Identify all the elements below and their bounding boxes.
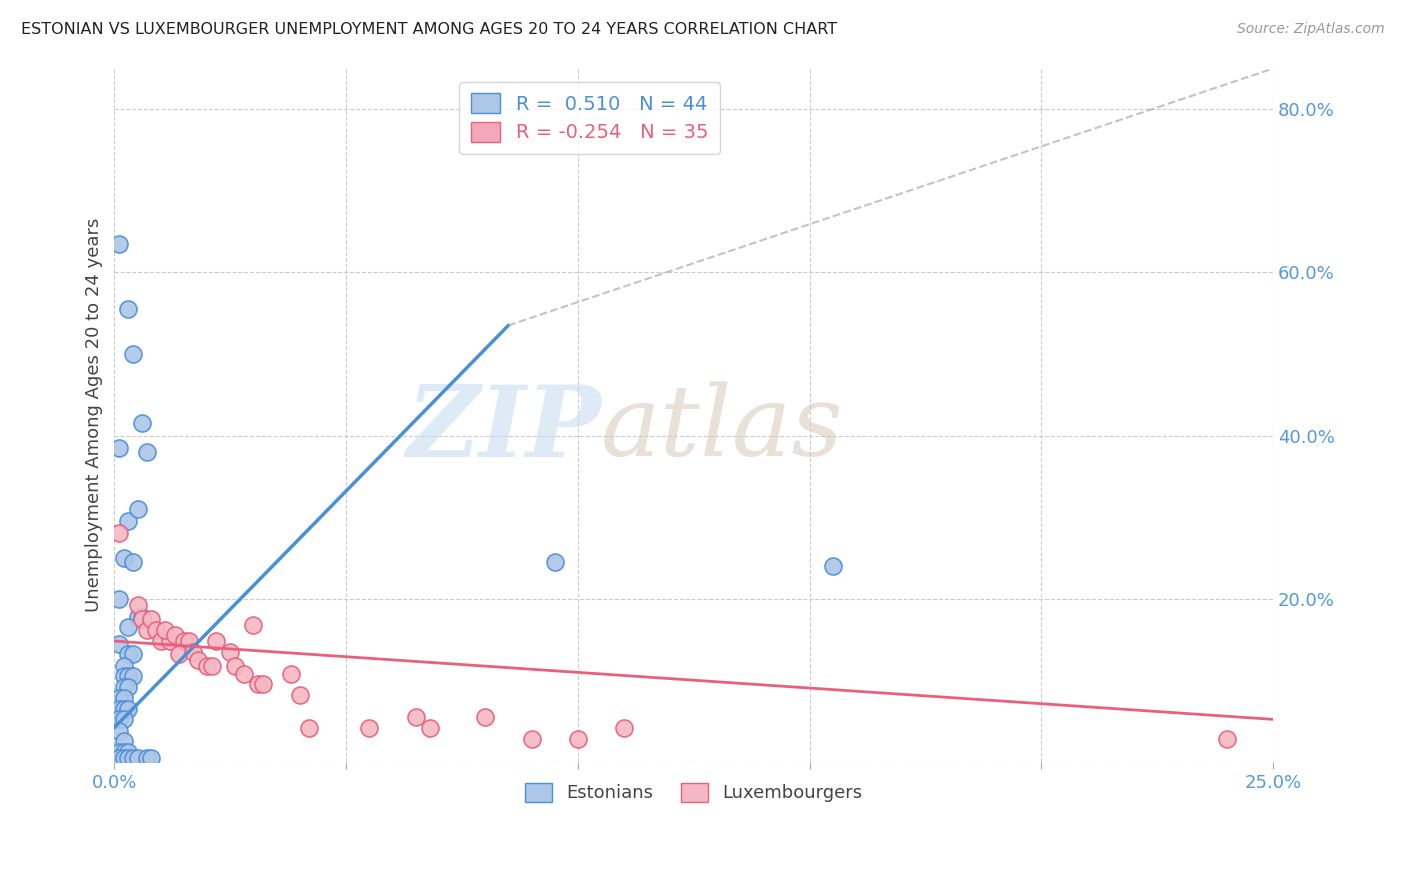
Point (131, 612, 153, 626)
Point (520, 731, 543, 746)
Point (112, 712, 135, 726)
Point (112, 691, 135, 706)
Point (112, 745, 135, 759)
Y-axis label: Unemployment Among Ages 20 to 24 years: Unemployment Among Ages 20 to 24 years (86, 218, 103, 612)
Point (288, 688, 311, 702)
Point (613, 721, 636, 735)
Point (169, 647, 191, 661)
Point (108, 691, 131, 706)
Point (108, 712, 131, 726)
Point (405, 710, 427, 724)
Point (135, 445, 157, 459)
Point (117, 680, 139, 694)
Point (122, 647, 145, 661)
Text: ESTONIAN VS LUXEMBOURGER UNEMPLOYMENT AMONG AGES 20 TO 24 YEARS CORRELATION CHAR: ESTONIAN VS LUXEMBOURGER UNEMPLOYMENT AM… (21, 22, 837, 37)
Point (117, 702, 139, 716)
Point (108, 591, 131, 606)
Point (108, 236, 131, 251)
Point (567, 731, 589, 746)
Point (163, 628, 186, 642)
Point (117, 750, 139, 764)
Point (112, 658, 135, 673)
Point (112, 669, 135, 683)
Point (122, 555, 145, 569)
Point (122, 750, 145, 764)
Point (359, 721, 381, 735)
Point (159, 634, 181, 648)
Legend: Estonians, Luxembourgers: Estonians, Luxembourgers (512, 771, 875, 815)
Point (122, 347, 145, 361)
Text: ZIP: ZIP (406, 381, 600, 477)
Point (135, 750, 157, 764)
Point (233, 666, 256, 681)
Text: Source: ZipAtlas.com: Source: ZipAtlas.com (1237, 22, 1385, 37)
Point (201, 658, 224, 673)
Point (108, 750, 131, 764)
Point (181, 645, 204, 659)
Point (821, 559, 844, 574)
Point (108, 441, 131, 455)
Point (224, 658, 246, 673)
Point (112, 750, 135, 764)
Point (117, 745, 139, 759)
Point (127, 598, 149, 612)
Point (195, 658, 218, 673)
Point (117, 302, 139, 317)
Point (149, 634, 172, 648)
Point (117, 620, 139, 634)
Point (242, 617, 264, 632)
Point (173, 634, 195, 648)
Point (219, 645, 242, 659)
Point (187, 653, 209, 667)
Point (112, 734, 135, 748)
Point (108, 636, 131, 650)
Point (127, 502, 149, 516)
Point (419, 721, 441, 735)
Text: atlas: atlas (600, 382, 844, 476)
Point (117, 647, 139, 661)
Point (177, 634, 200, 648)
Point (155, 623, 177, 637)
Point (298, 721, 321, 735)
Point (117, 669, 139, 683)
Point (131, 417, 153, 431)
Point (127, 750, 149, 764)
Point (247, 677, 270, 691)
Point (122, 669, 145, 683)
Point (117, 514, 139, 528)
Point (474, 710, 496, 724)
Point (145, 623, 167, 637)
Point (108, 702, 131, 716)
Point (108, 745, 131, 759)
Point (252, 677, 274, 691)
Point (108, 723, 131, 738)
Point (127, 609, 149, 624)
Point (1215, 731, 1237, 746)
Point (141, 612, 163, 626)
Point (280, 666, 302, 681)
Point (108, 526, 131, 541)
Point (141, 750, 163, 764)
Point (112, 680, 135, 694)
Point (205, 634, 228, 648)
Point (112, 550, 135, 565)
Point (112, 702, 135, 716)
Point (544, 555, 567, 569)
Point (135, 623, 157, 637)
Point (131, 609, 153, 624)
